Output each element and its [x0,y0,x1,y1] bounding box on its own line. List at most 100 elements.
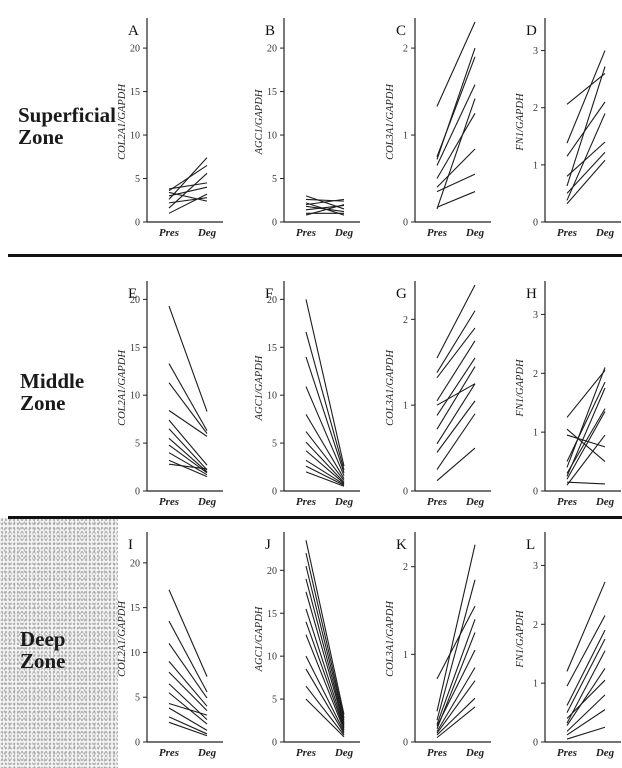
series-line [566,668,606,726]
panel-letter: J [265,537,271,553]
y-tick-label: 20 [267,44,277,55]
series-line [436,667,476,732]
series-line [436,413,476,470]
y-tick-label: 5 [135,174,140,185]
x-tick-label: Deg [334,747,354,759]
series-line [566,694,606,732]
series-line [566,113,606,201]
zone-label-deep: Deep Zone [20,628,66,672]
x-tick-label: Pres [557,227,577,239]
series-line [436,579,476,721]
y-tick-label: 2 [403,44,408,55]
zone-divider [8,254,622,257]
panel-j: J 0 5 10 15 20 Pres Deg AGC1/GAPDH [254,532,360,759]
y-tick-label: 10 [130,131,140,142]
panel-letter: D [526,23,537,39]
y-tick-label: 1 [533,428,538,439]
series-line [168,620,208,693]
series-line [168,702,208,716]
series-line [436,173,476,193]
series-line [305,668,345,734]
series-line [168,459,208,478]
series-line [305,414,345,479]
series-line [436,680,476,734]
series-line [566,726,606,740]
panel-letter: K [396,537,407,553]
y-tick-label: 2 [533,369,538,380]
series-line [168,193,208,214]
y-axis-label: COL3A1/GAPDH [385,83,396,160]
series-line [305,465,345,486]
series-line [566,159,606,205]
panel-i: I 0 5 10 15 20 Pres Deg COL2A1/GAPDH [117,532,223,759]
zone-label-line: Zone [20,391,66,415]
series-line [168,463,208,470]
y-tick-label: 1 [533,160,538,171]
y-tick-label: 2 [533,103,538,114]
series-line [168,671,208,712]
series-line [305,591,345,725]
series-line [436,400,476,453]
y-tick-label: 0 [403,218,408,229]
series-line [436,191,476,208]
y-axis-label: COL2A1/GAPDH [117,349,128,426]
y-axis-label: AGC1/GAPDH [254,88,265,155]
x-tick-label: Pres [557,747,577,759]
series-line [436,697,476,736]
series-line [436,98,476,210]
series-line [566,387,606,477]
series-line [305,331,345,471]
y-tick-label: 2 [403,315,408,326]
panel-letter: H [526,286,537,302]
panel-letter: A [128,23,139,39]
series-line [566,411,606,480]
series-line [305,565,345,721]
series-line [305,621,345,729]
panel-letter: F [265,286,273,302]
panel-letter: B [265,23,275,39]
series-line [305,471,345,487]
series-line [168,716,208,735]
zone-label-line: Zone [18,125,64,149]
y-axis-label: FN1/GAPDH [515,92,526,152]
y-tick-label: 10 [130,391,140,402]
y-tick-label: 20 [130,558,140,569]
series-line [436,619,476,725]
series-line [168,721,208,737]
panel-c: C 0 1 2 Pres Deg COL3A1/GAPDH [385,18,491,239]
series-line [168,363,208,431]
y-tick-label: 1 [403,650,408,661]
series-line [168,428,208,471]
series-line [566,581,606,672]
series-line [566,709,606,736]
series-line [436,447,476,482]
y-tick-label: 15 [130,343,140,354]
series-line [168,382,208,434]
y-tick-label: 5 [272,174,277,185]
panel-letter: G [396,286,407,302]
y-tick-label: 10 [267,391,277,402]
y-tick-label: 0 [135,487,140,498]
x-tick-label: Deg [465,747,485,759]
series-line [566,367,606,468]
series-line [436,56,476,157]
series-line [305,431,345,481]
series-line [305,198,345,202]
zone-label-line: Middle [20,369,85,393]
series-line [566,369,606,418]
series-line [305,204,345,216]
panel-h: H 0 1 2 3 Pres Deg FN1/GAPDH [515,281,621,508]
series-line [168,157,208,200]
series-line [305,205,345,213]
x-tick-label: Deg [197,227,217,239]
series-line [566,481,606,485]
y-tick-label: 10 [267,652,277,663]
panel-letter: I [128,537,133,553]
x-tick-label: Pres [159,747,179,759]
series-line [305,441,345,483]
y-tick-label: 20 [267,295,277,306]
x-tick-label: Pres [159,496,179,508]
series-line [436,84,476,166]
zone-label-line: Deep [20,627,66,651]
series-line [305,553,345,719]
